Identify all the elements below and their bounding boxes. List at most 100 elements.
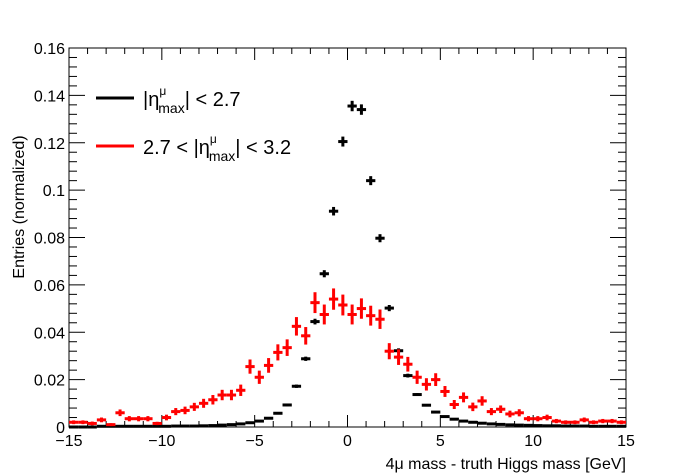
data-point (366, 176, 376, 186)
y-tick-label: 0.06 (34, 278, 65, 295)
data-point (87, 421, 97, 426)
legend-label: |ημ max| < 2.7 (143, 84, 241, 116)
data-point (217, 389, 227, 401)
series-2 (69, 288, 626, 427)
data-point (458, 392, 469, 403)
legend-entry-1: |ημ max| < 2.7 (96, 84, 241, 116)
data-point (468, 402, 478, 412)
data-point (319, 304, 329, 325)
data-point (403, 356, 413, 372)
data-point (533, 416, 543, 422)
data-point (514, 409, 524, 417)
data-point (236, 384, 246, 396)
data-point (598, 418, 608, 424)
data-point (338, 294, 348, 316)
data-point (282, 403, 292, 407)
legend: |ημ max| < 2.7 2.7 < |ημ max| < 3.2 (96, 84, 291, 164)
data-point (282, 339, 292, 356)
data-point (431, 373, 441, 387)
data-point (579, 417, 589, 423)
x-tick-label: 15 (617, 433, 635, 450)
data-point (542, 414, 552, 421)
data-point (96, 417, 107, 423)
x-axis-ticks: −15 −10 −5 0 5 10 15 (55, 48, 635, 450)
data-point (180, 406, 190, 415)
x-tick-label: −10 (148, 433, 175, 450)
data-point (347, 304, 357, 325)
data-point (310, 318, 320, 325)
data-point (570, 420, 580, 425)
data-point (328, 206, 339, 216)
data-point (254, 370, 264, 384)
data-point (301, 356, 311, 361)
legend-entry-2: 2.7 < |ημ max| < 3.2 (96, 132, 291, 164)
data-point (319, 270, 329, 278)
y-tick-label: 0.02 (34, 373, 65, 390)
y-tick-label: 0.08 (34, 231, 65, 248)
y-tick-label: 0.04 (34, 325, 65, 342)
series-layer (69, 100, 626, 429)
data-point (412, 393, 422, 397)
data-point (440, 386, 450, 397)
y-axis-label: Entries (normalized) (11, 135, 28, 278)
y-tick-label: 0.1 (43, 183, 65, 200)
data-point (375, 234, 385, 243)
data-point (505, 410, 515, 418)
data-point (115, 409, 125, 417)
data-point (412, 370, 422, 384)
data-point (189, 402, 199, 411)
data-point (551, 418, 562, 424)
data-point (124, 416, 134, 422)
data-point (328, 288, 339, 310)
data-point (198, 398, 209, 408)
data-point (384, 343, 394, 360)
data-point (226, 389, 237, 401)
x-axis-label: 4μ mass - truth Higgs mass [GeV] (386, 456, 626, 473)
data-point (616, 420, 626, 425)
data-point (161, 414, 172, 421)
data-point (291, 384, 302, 388)
data-point (106, 423, 116, 427)
data-point (523, 416, 534, 422)
y-tick-label: 0.16 (34, 41, 65, 58)
data-point (356, 104, 367, 115)
data-point (291, 317, 302, 336)
data-point (375, 309, 385, 329)
data-point (393, 349, 404, 365)
data-point (152, 421, 162, 426)
data-point (133, 416, 144, 422)
data-point (69, 420, 79, 425)
data-point (421, 378, 432, 391)
data-point (421, 403, 432, 407)
data-point (366, 305, 376, 326)
data-point (496, 405, 506, 414)
data-point (273, 344, 283, 361)
data-point (301, 327, 311, 345)
data-point (588, 420, 599, 425)
x-tick-label: −15 (55, 433, 82, 450)
x-tick-label: 0 (343, 433, 352, 450)
legend-label: 2.7 < |ημ max| < 3.2 (143, 132, 291, 164)
y-tick-label: 0.12 (34, 136, 65, 153)
data-point (356, 298, 367, 319)
data-point (78, 420, 88, 425)
data-point (263, 358, 274, 373)
data-point (338, 136, 348, 147)
y-tick-label: 0.14 (34, 88, 65, 105)
data-point (477, 396, 487, 406)
series-1 (69, 100, 626, 429)
data-point (171, 408, 181, 416)
data-point (143, 416, 153, 422)
x-tick-label: −5 (246, 433, 264, 450)
data-point (486, 408, 497, 416)
y-tick-label: 0 (56, 420, 65, 437)
x-tick-label: 10 (524, 433, 542, 450)
data-point (208, 395, 218, 405)
data-point (403, 373, 413, 378)
y-axis-ticks: 0 0.02 0.04 0.06 0.08 0.1 0.12 0.14 0.16 (34, 41, 626, 437)
data-point (245, 359, 255, 374)
data-point (347, 100, 357, 112)
data-point (607, 418, 617, 424)
data-point (310, 292, 320, 314)
